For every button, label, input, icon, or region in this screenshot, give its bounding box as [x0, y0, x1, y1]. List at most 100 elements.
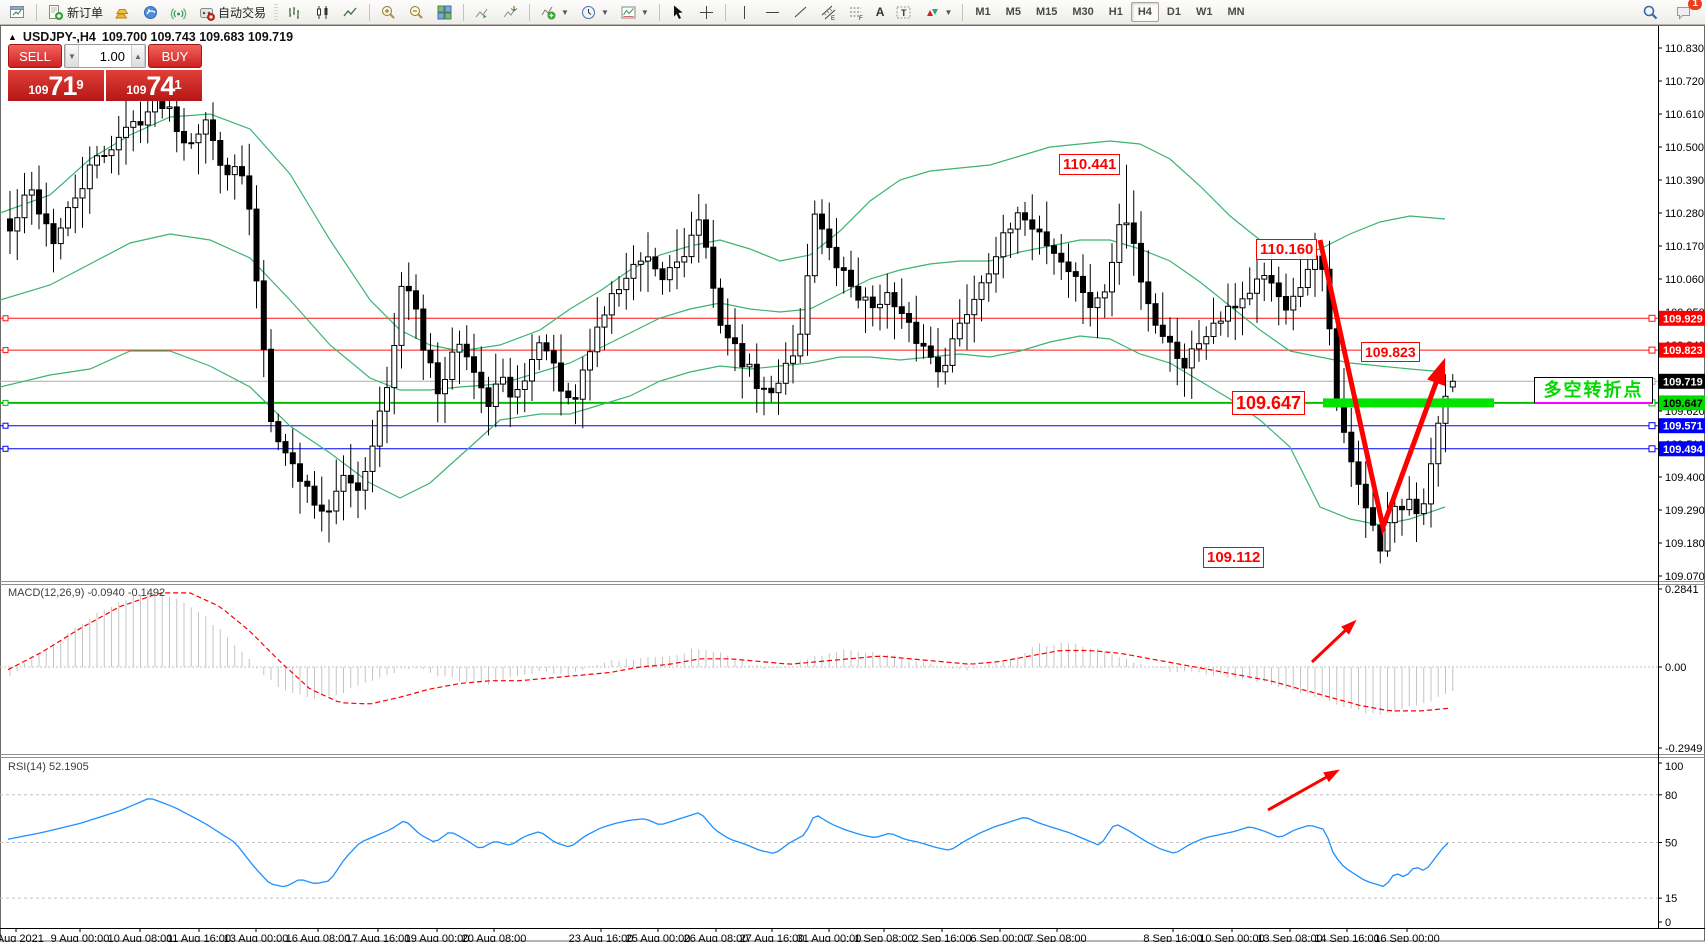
- timeframe-H4[interactable]: H4: [1130, 2, 1159, 22]
- timeframe-M1[interactable]: M1: [975, 6, 991, 18]
- buy-price-prefix: 109: [126, 83, 147, 97]
- arrows-tool-button[interactable]: ▼: [918, 1, 957, 24]
- new-order-button[interactable]: 新订单: [42, 1, 108, 24]
- cursor-tool-button[interactable]: [665, 1, 692, 24]
- svg-text:50: 50: [1665, 838, 1677, 850]
- chat-badge: 1: [1688, 0, 1702, 10]
- channel-tool-button[interactable]: E: [815, 1, 842, 24]
- svg-text:109.180: 109.180: [1665, 538, 1705, 550]
- toolbar-separator: [658, 3, 660, 21]
- bollinger-bands: [0, 113, 1446, 526]
- chat-button[interactable]: 1: [1670, 0, 1702, 24]
- svg-text:14 Sep 16:00: 14 Sep 16:00: [1314, 933, 1379, 942]
- svg-text:1 Sep 08:00: 1 Sep 08:00: [854, 933, 913, 942]
- sell-price-button[interactable]: 109 71 9: [8, 70, 104, 101]
- tile-windows-button[interactable]: [431, 1, 458, 24]
- macd-signal-line: [7, 592, 1451, 712]
- search-button[interactable]: [1637, 1, 1664, 24]
- chart-shift-button[interactable]: [497, 1, 524, 24]
- sell-price-big: 71: [48, 71, 77, 101]
- svg-text:110.280: 110.280: [1665, 208, 1704, 220]
- svg-text:110.720: 110.720: [1665, 76, 1704, 88]
- candlestick-mode-button[interactable]: [309, 1, 336, 24]
- volume-increase-button[interactable]: ▲: [131, 45, 145, 67]
- svg-text:F: F: [859, 16, 863, 21]
- dropdown-arrow-icon: ▼: [640, 7, 649, 17]
- periods-button[interactable]: ▼: [575, 1, 614, 24]
- bar-chart-mode-button[interactable]: [281, 1, 308, 24]
- timeframe-MN[interactable]: MN: [1227, 6, 1245, 18]
- price-callout-109.823[interactable]: 109.823: [1361, 342, 1420, 362]
- signals-button[interactable]: [165, 1, 192, 24]
- chart-window-button[interactable]: [4, 1, 31, 24]
- price-callout-110.160[interactable]: 110.160: [1256, 239, 1318, 260]
- bollinger-lower: [0, 335, 1446, 526]
- market-depth-button[interactable]: [109, 1, 136, 24]
- chart-window-icon: [10, 5, 24, 18]
- signal-icon: [170, 7, 187, 19]
- text-tool-button[interactable]: A: [875, 5, 885, 19]
- fibonacci-icon: F: [849, 7, 863, 21]
- vertical-line-tool-button[interactable]: [731, 1, 758, 24]
- zoom-in-button[interactable]: [375, 1, 402, 24]
- zoom-in-icon: [382, 5, 395, 19]
- svg-text:10 Aug 08:00: 10 Aug 08:00: [108, 933, 173, 942]
- auto-scroll-button[interactable]: [469, 1, 496, 24]
- tile-windows-icon: [437, 5, 452, 19]
- svg-text:31 Aug 00:00: 31 Aug 00:00: [797, 933, 862, 942]
- volume-decrease-button[interactable]: ▼: [65, 45, 79, 67]
- timeframe-M15[interactable]: M15: [1035, 6, 1058, 18]
- price-callout-110.441[interactable]: 110.441: [1059, 154, 1121, 175]
- candlestick-icon: [317, 5, 328, 19]
- sell-price-pip: 9: [76, 77, 84, 92]
- trendline-tool-button[interactable]: [787, 1, 814, 24]
- toolbar-separator: [962, 3, 964, 21]
- templates-button[interactable]: ▼: [615, 1, 654, 24]
- buy-price-button[interactable]: 109 74 1: [106, 70, 202, 101]
- indicators-button[interactable]: ▼: [535, 1, 574, 24]
- svg-text:13 Sep 08:00: 13 Sep 08:00: [1257, 933, 1322, 942]
- zoom-out-button[interactable]: [403, 1, 430, 24]
- svg-text:110.170: 110.170: [1665, 241, 1704, 253]
- svg-text:7 Sep 08:00: 7 Sep 08:00: [1027, 933, 1086, 942]
- crosshair-tool-button[interactable]: [693, 1, 720, 24]
- sell-button[interactable]: SELL: [8, 44, 62, 68]
- line-chart-mode-button[interactable]: [337, 1, 364, 24]
- timeframe-D1[interactable]: D1: [1166, 6, 1181, 18]
- price-tag-109.823: 109.823: [1648, 342, 1705, 358]
- timeframe-H1[interactable]: H1: [1108, 6, 1123, 18]
- timeframe-W1[interactable]: W1: [1195, 6, 1213, 18]
- price-tag-109.494: 109.494: [1648, 441, 1705, 457]
- svg-text:109.647: 109.647: [1663, 398, 1703, 410]
- volume-stepper: ▼ 1.00 ▲: [64, 44, 146, 68]
- zoom-out-icon: [410, 5, 423, 19]
- timeframe-M5[interactable]: M5: [1005, 6, 1021, 18]
- svg-text:8 Sep 16:00: 8 Sep 16:00: [1143, 933, 1202, 942]
- buy-button[interactable]: BUY: [148, 44, 202, 68]
- autotrade-button[interactable]: 自动交易: [193, 1, 271, 24]
- fibonacci-tool-button[interactable]: F: [843, 1, 870, 24]
- clock-icon: [581, 5, 595, 19]
- volume-input[interactable]: 1.00: [99, 48, 125, 64]
- chart-shift-icon: [503, 5, 518, 17]
- text-label-tool-button[interactable]: T: [890, 1, 917, 24]
- indicators-icon: [541, 6, 556, 19]
- price-callout-109.112[interactable]: 109.112: [1203, 547, 1265, 568]
- collapse-triangle-icon: ▲: [8, 32, 17, 42]
- horizontal-line-tool-button[interactable]: [759, 1, 786, 24]
- svg-text:0.00: 0.00: [1665, 662, 1686, 674]
- svg-text:6 Sep 00:00: 6 Sep 00:00: [970, 933, 1029, 942]
- svg-text:9 Aug 00:00: 9 Aug 00:00: [51, 933, 110, 942]
- timeframe-M30[interactable]: M30: [1072, 6, 1094, 18]
- svg-text:5 Aug 2021: 5 Aug 2021: [0, 933, 44, 942]
- text-label-icon: T: [896, 6, 911, 18]
- equidistant-channel-icon: E: [821, 5, 836, 21]
- community-button[interactable]: [137, 1, 164, 24]
- svg-text:110.610: 110.610: [1665, 109, 1704, 121]
- turning-point-annotation[interactable]: 多空转折点: [1534, 377, 1653, 404]
- svg-text:E: E: [831, 16, 835, 21]
- svg-text:110.390: 110.390: [1665, 175, 1704, 187]
- price-callout-109.647[interactable]: 109.647: [1232, 391, 1306, 415]
- search-icon: [1643, 5, 1658, 19]
